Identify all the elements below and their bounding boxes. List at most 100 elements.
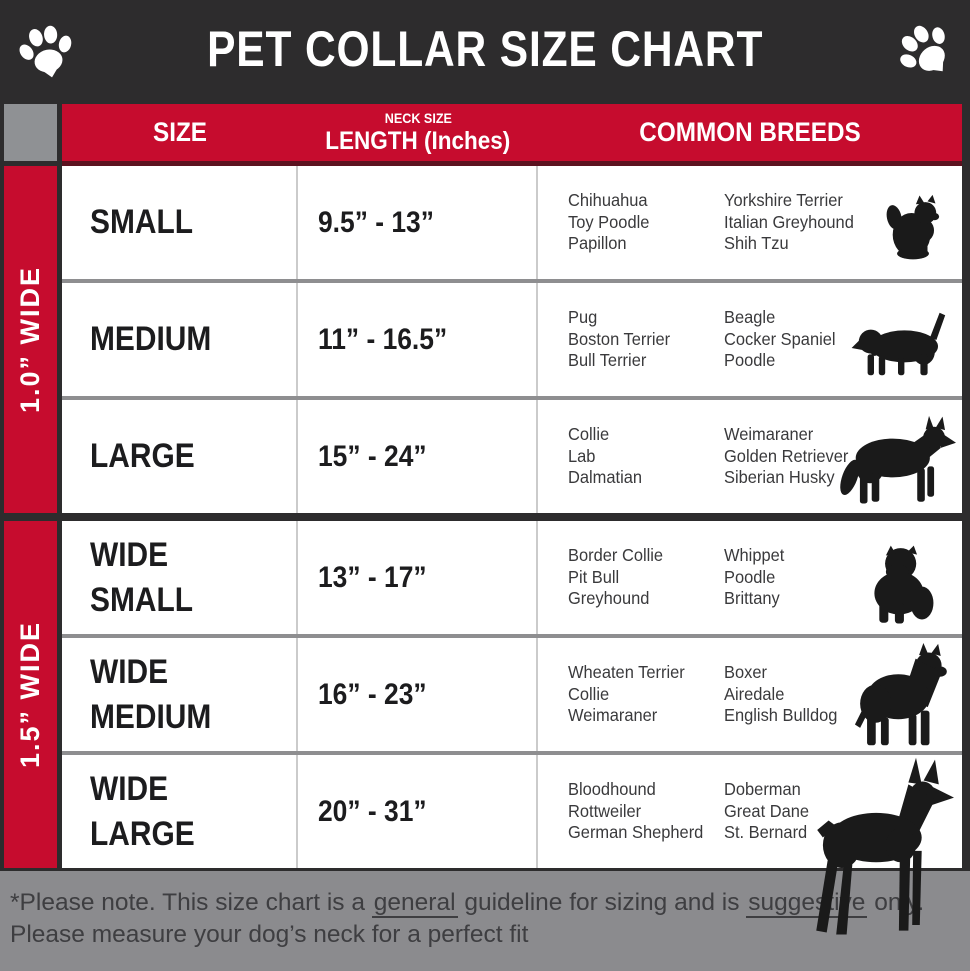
size-label: MEDIUM xyxy=(90,320,212,359)
breed-name: Doberman xyxy=(724,779,801,800)
breed-name: Dalmatian xyxy=(568,467,643,488)
section-rows: SMALL 9.5” - 13” Chihuahua Toy Poodle Pa… xyxy=(62,166,962,513)
breed-name: Chihuahua xyxy=(568,190,648,211)
breed-name: Weimaraner xyxy=(568,705,658,726)
breed-name: Pit Bull xyxy=(568,566,620,587)
breed-name: Yorkshire Terrier xyxy=(724,190,843,211)
paw-print-icon xyxy=(882,6,967,91)
breed-name: Collie xyxy=(568,424,610,445)
breeds-column-1: Border Collie Pit Bull Greyhound xyxy=(568,545,715,610)
section-rows: WIDE SMALL 13” - 17” Border Collie Pit B… xyxy=(62,521,962,935)
size-chart-table: SIZE NECK SIZE LENGTH (Inches) COMMON BR… xyxy=(0,97,970,935)
breeds-column-2: Doberman Great Dane St. Bernard xyxy=(724,779,809,844)
breed-name: German Shepherd xyxy=(568,822,704,843)
length-header-label: LENGTH (Inches) xyxy=(325,126,511,155)
breed-name: Border Collie xyxy=(568,545,664,566)
breeds-column-2: Beagle Cocker Spaniel Poodle xyxy=(724,307,836,372)
breed-name: Bloodhound xyxy=(568,779,656,800)
pitbull-silhouette-icon xyxy=(848,642,952,748)
size-label: WIDE LARGE xyxy=(90,769,195,853)
size-label: LARGE xyxy=(90,437,195,476)
width-label: 1.0” WIDE xyxy=(15,265,45,414)
size-cell: MEDIUM xyxy=(62,283,298,396)
german-shepherd-silhouette-icon xyxy=(838,414,956,507)
corner-cell xyxy=(4,104,57,161)
breed-name: St. Bernard xyxy=(724,822,808,843)
breeds-cell: Wheaten Terrier Collie Weimaraner Boxer … xyxy=(538,638,962,751)
breed-name: Great Dane xyxy=(724,800,810,821)
breed-name: Boston Terrier xyxy=(568,328,671,349)
note-line-2: Please measure your dog’s neck for a per… xyxy=(10,921,529,948)
breeds-column-1: Pug Boston Terrier Bull Terrier xyxy=(568,307,715,372)
breed-name: Greyhound xyxy=(568,588,650,609)
section-1-0-wide: 1.0” WIDE SMALL 9.5” - 13” Chihuahua Toy… xyxy=(4,166,962,513)
paw-print-icon xyxy=(10,13,81,84)
length-value: 13” - 17” xyxy=(318,560,427,594)
size-cell: LARGE xyxy=(62,400,298,513)
breed-name: Siberian Husky xyxy=(724,467,835,488)
breed-name: Shih Tzu xyxy=(724,233,789,254)
breeds-column-2: Whippet Poodle Brittany xyxy=(724,545,784,610)
length-cell: 16” - 23” xyxy=(298,638,538,751)
bulldog-silhouette-icon xyxy=(858,544,940,626)
size-cell: WIDE LARGE xyxy=(62,755,298,868)
breed-name: Boxer xyxy=(724,662,767,683)
size-label: SMALL xyxy=(90,203,194,242)
breed-name: Toy Poodle xyxy=(568,211,650,232)
breed-name: Wheaten Terrier xyxy=(568,662,685,683)
beagle-silhouette-icon xyxy=(850,308,954,380)
column-header-length: NECK SIZE LENGTH (Inches) xyxy=(298,104,538,161)
breed-name: Cocker Spaniel xyxy=(724,328,836,349)
table-header-row: SIZE NECK SIZE LENGTH (Inches) COMMON BR… xyxy=(4,104,962,161)
width-label-bar: 1.0” WIDE xyxy=(4,166,57,513)
column-header-breeds: COMMON BREEDS xyxy=(538,104,962,161)
breed-name: Poodle xyxy=(724,566,776,587)
breed-name: Lab xyxy=(568,445,596,466)
length-value: 9.5” - 13” xyxy=(318,205,434,239)
breeds-header-label: COMMON BREEDS xyxy=(639,117,861,147)
breed-name: Papillon xyxy=(568,233,627,254)
length-value: 11” - 16.5” xyxy=(318,322,448,356)
breed-name: Rottweiler xyxy=(568,800,642,821)
length-value: 16” - 23” xyxy=(318,677,427,711)
table-row-wide-medium: WIDE MEDIUM 16” - 23” Wheaten Terrier Co… xyxy=(62,634,962,751)
breed-name: Pug xyxy=(568,307,598,328)
breeds-column-2: Yorkshire Terrier Italian Greyhound Shih… xyxy=(724,190,854,255)
table-row-small: SMALL 9.5” - 13” Chihuahua Toy Poodle Pa… xyxy=(62,166,962,279)
breeds-cell: Collie Lab Dalmatian Weimaraner Golden R… xyxy=(538,400,962,513)
table-row-large: LARGE 15” - 24” Collie Lab Dalmatian Wei… xyxy=(62,396,962,513)
size-label: WIDE MEDIUM xyxy=(90,652,212,736)
breed-name: Italian Greyhound xyxy=(724,211,854,232)
breeds-column-1: Chihuahua Toy Poodle Papillon xyxy=(568,190,715,255)
size-cell: WIDE SMALL xyxy=(62,521,298,634)
breed-name: Poodle xyxy=(724,350,776,371)
breed-name: Airedale xyxy=(724,683,785,704)
size-cell: WIDE MEDIUM xyxy=(62,638,298,751)
breed-name: Weimaraner xyxy=(724,424,814,445)
length-cell: 15” - 24” xyxy=(298,400,538,513)
breeds-column-1: Wheaten Terrier Collie Weimaraner xyxy=(568,662,715,727)
breeds-column-2: Boxer Airedale English Bulldog xyxy=(724,662,837,727)
width-label-bar: 1.5” WIDE xyxy=(4,521,57,868)
length-cell: 9.5” - 13” xyxy=(298,166,538,279)
breed-name: Golden Retriever xyxy=(724,445,849,466)
breeds-cell: Chihuahua Toy Poodle Papillon Yorkshire … xyxy=(538,166,962,279)
length-cell: 13” - 17” xyxy=(298,521,538,634)
pomeranian-silhouette-icon xyxy=(884,189,942,263)
top-title-bar: PET COLLAR SIZE CHART xyxy=(0,0,970,97)
section-1-5-wide: 1.5” WIDE WIDE SMALL 13” - 17” Border Co… xyxy=(4,521,962,935)
width-label: 1.5” WIDE xyxy=(15,620,45,769)
doberman-silhouette-icon xyxy=(802,757,954,939)
size-cell: SMALL xyxy=(62,166,298,279)
length-value: 15” - 24” xyxy=(318,439,427,473)
length-cell: 11” - 16.5” xyxy=(298,283,538,396)
length-value: 20” - 31” xyxy=(318,794,427,828)
breed-name: Whippet xyxy=(724,545,785,566)
breed-name: Bull Terrier xyxy=(568,350,647,371)
breeds-cell: Border Collie Pit Bull Greyhound Whippet… xyxy=(538,521,962,634)
breed-name: Collie xyxy=(568,683,610,704)
table-row-wide-large: WIDE LARGE 20” - 31” Bloodhound Rottweil… xyxy=(62,751,962,935)
breeds-cell: Pug Boston Terrier Bull Terrier Beagle C… xyxy=(538,283,962,396)
underlined-word: general xyxy=(371,889,458,918)
